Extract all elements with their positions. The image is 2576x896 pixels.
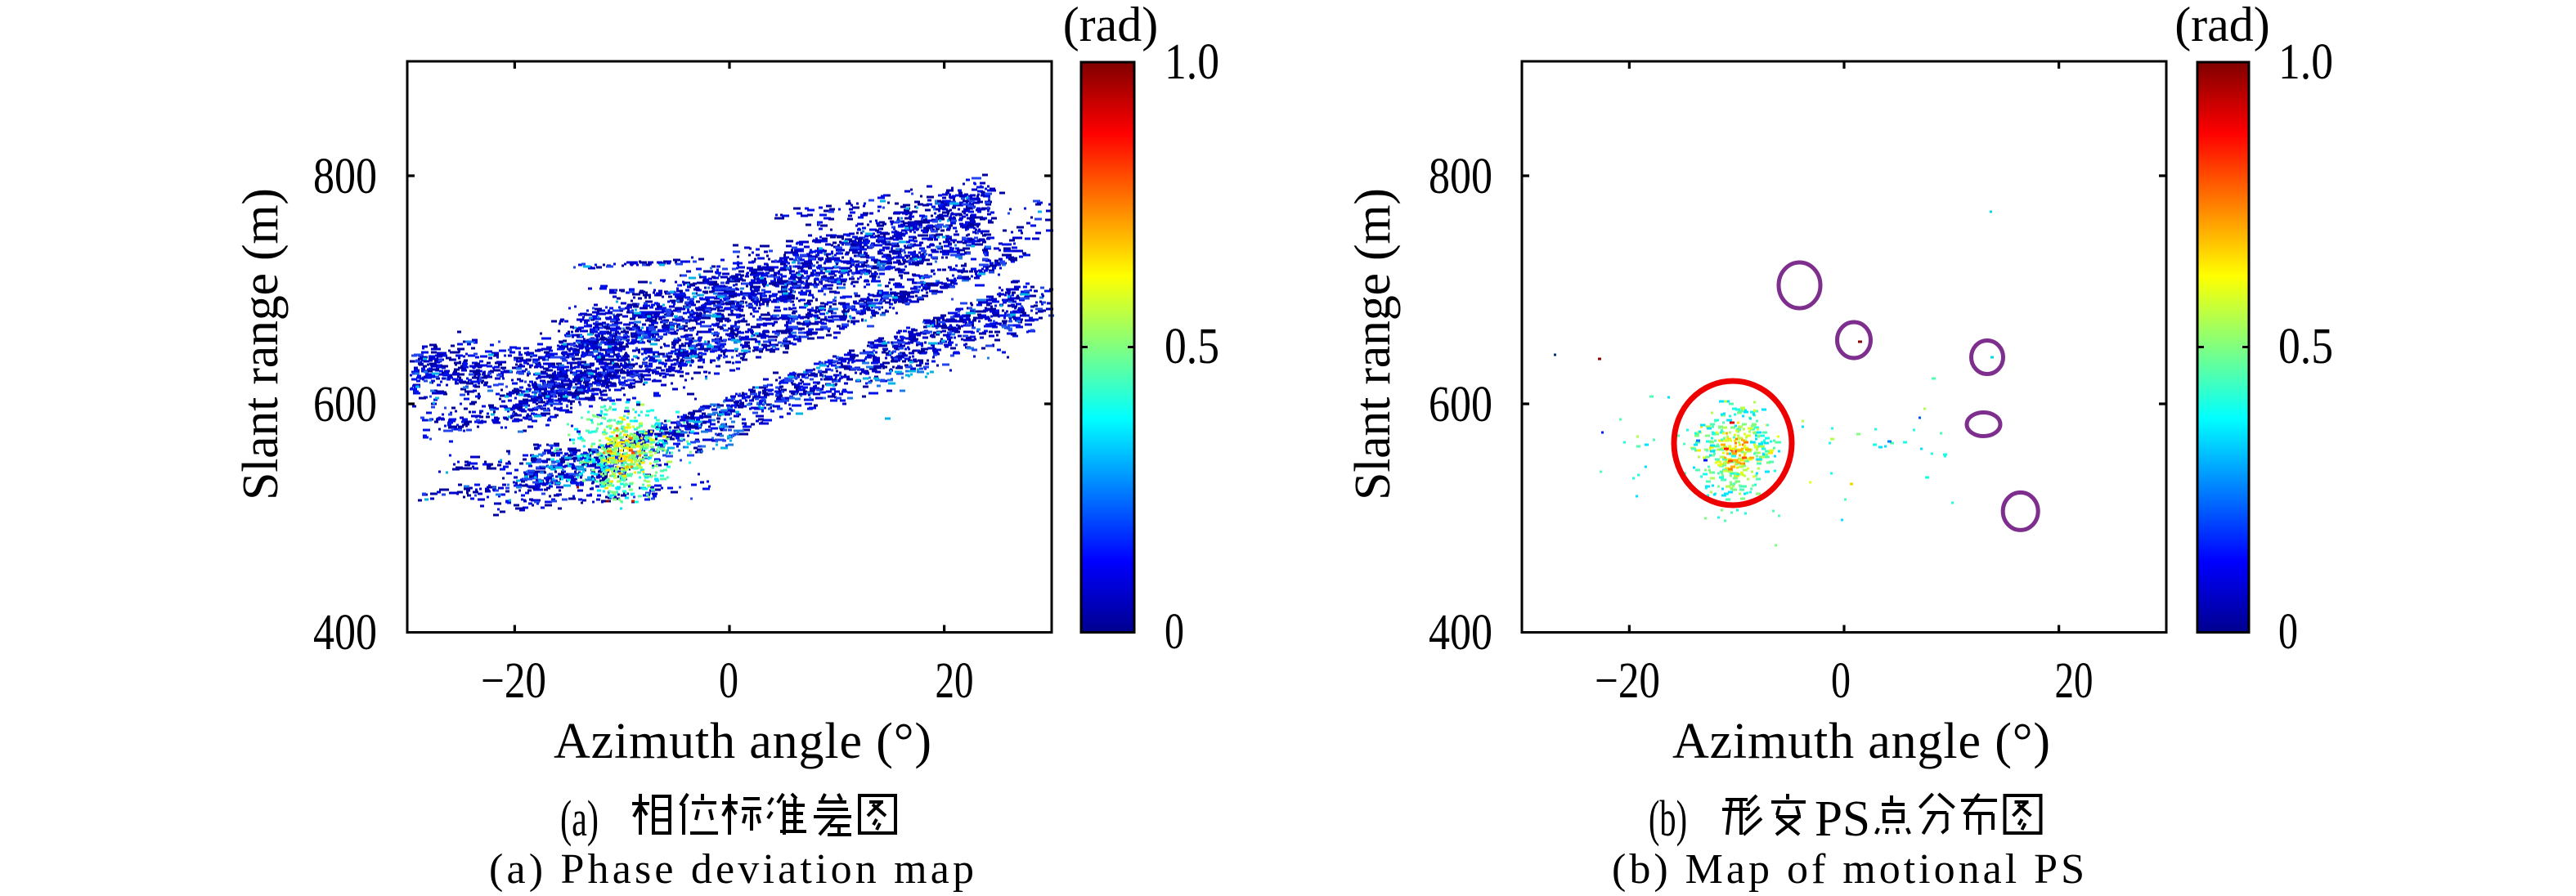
- svg-text:0.5: 0.5: [2278, 319, 2333, 374]
- svg-text:(b): (b): [1649, 791, 1687, 847]
- svg-text:−20: −20: [1595, 653, 1660, 709]
- svg-text:1.0: 1.0: [2278, 34, 2333, 90]
- svg-text:(rad): (rad): [2174, 0, 2270, 52]
- svg-text:600: 600: [1429, 377, 1492, 432]
- svg-text:0: 0: [719, 653, 738, 709]
- svg-text:1.0: 1.0: [1165, 34, 1219, 90]
- svg-text:0: 0: [1165, 604, 1184, 660]
- svg-text:0.5: 0.5: [1165, 319, 1219, 374]
- svg-text:−20: −20: [481, 653, 546, 709]
- svg-text:800: 800: [1429, 149, 1492, 204]
- svg-text:(a) Phase deviation map: (a) Phase deviation map: [489, 846, 974, 893]
- svg-text:400: 400: [313, 605, 377, 661]
- svg-text:(b) Map of motional PS: (b) Map of motional PS: [1612, 846, 2085, 893]
- svg-text:(rad): (rad): [1063, 0, 1159, 52]
- svg-text:(a): (a): [560, 791, 599, 847]
- svg-text:Slant range (m): Slant range (m): [233, 188, 289, 500]
- svg-text:600: 600: [313, 377, 377, 432]
- svg-text:Azimuth angle (°): Azimuth angle (°): [1672, 714, 2050, 769]
- svg-text:0: 0: [1831, 653, 1851, 709]
- svg-text:400: 400: [1429, 605, 1492, 661]
- svg-text:Slant range (m): Slant range (m): [1345, 188, 1401, 500]
- svg-text:0: 0: [2278, 604, 2298, 660]
- svg-text:800: 800: [313, 149, 377, 204]
- svg-text:20: 20: [2055, 653, 2094, 709]
- svg-text:Azimuth angle (°): Azimuth angle (°): [554, 714, 931, 769]
- svg-text:PS: PS: [1815, 791, 1870, 847]
- svg-text:20: 20: [936, 653, 974, 709]
